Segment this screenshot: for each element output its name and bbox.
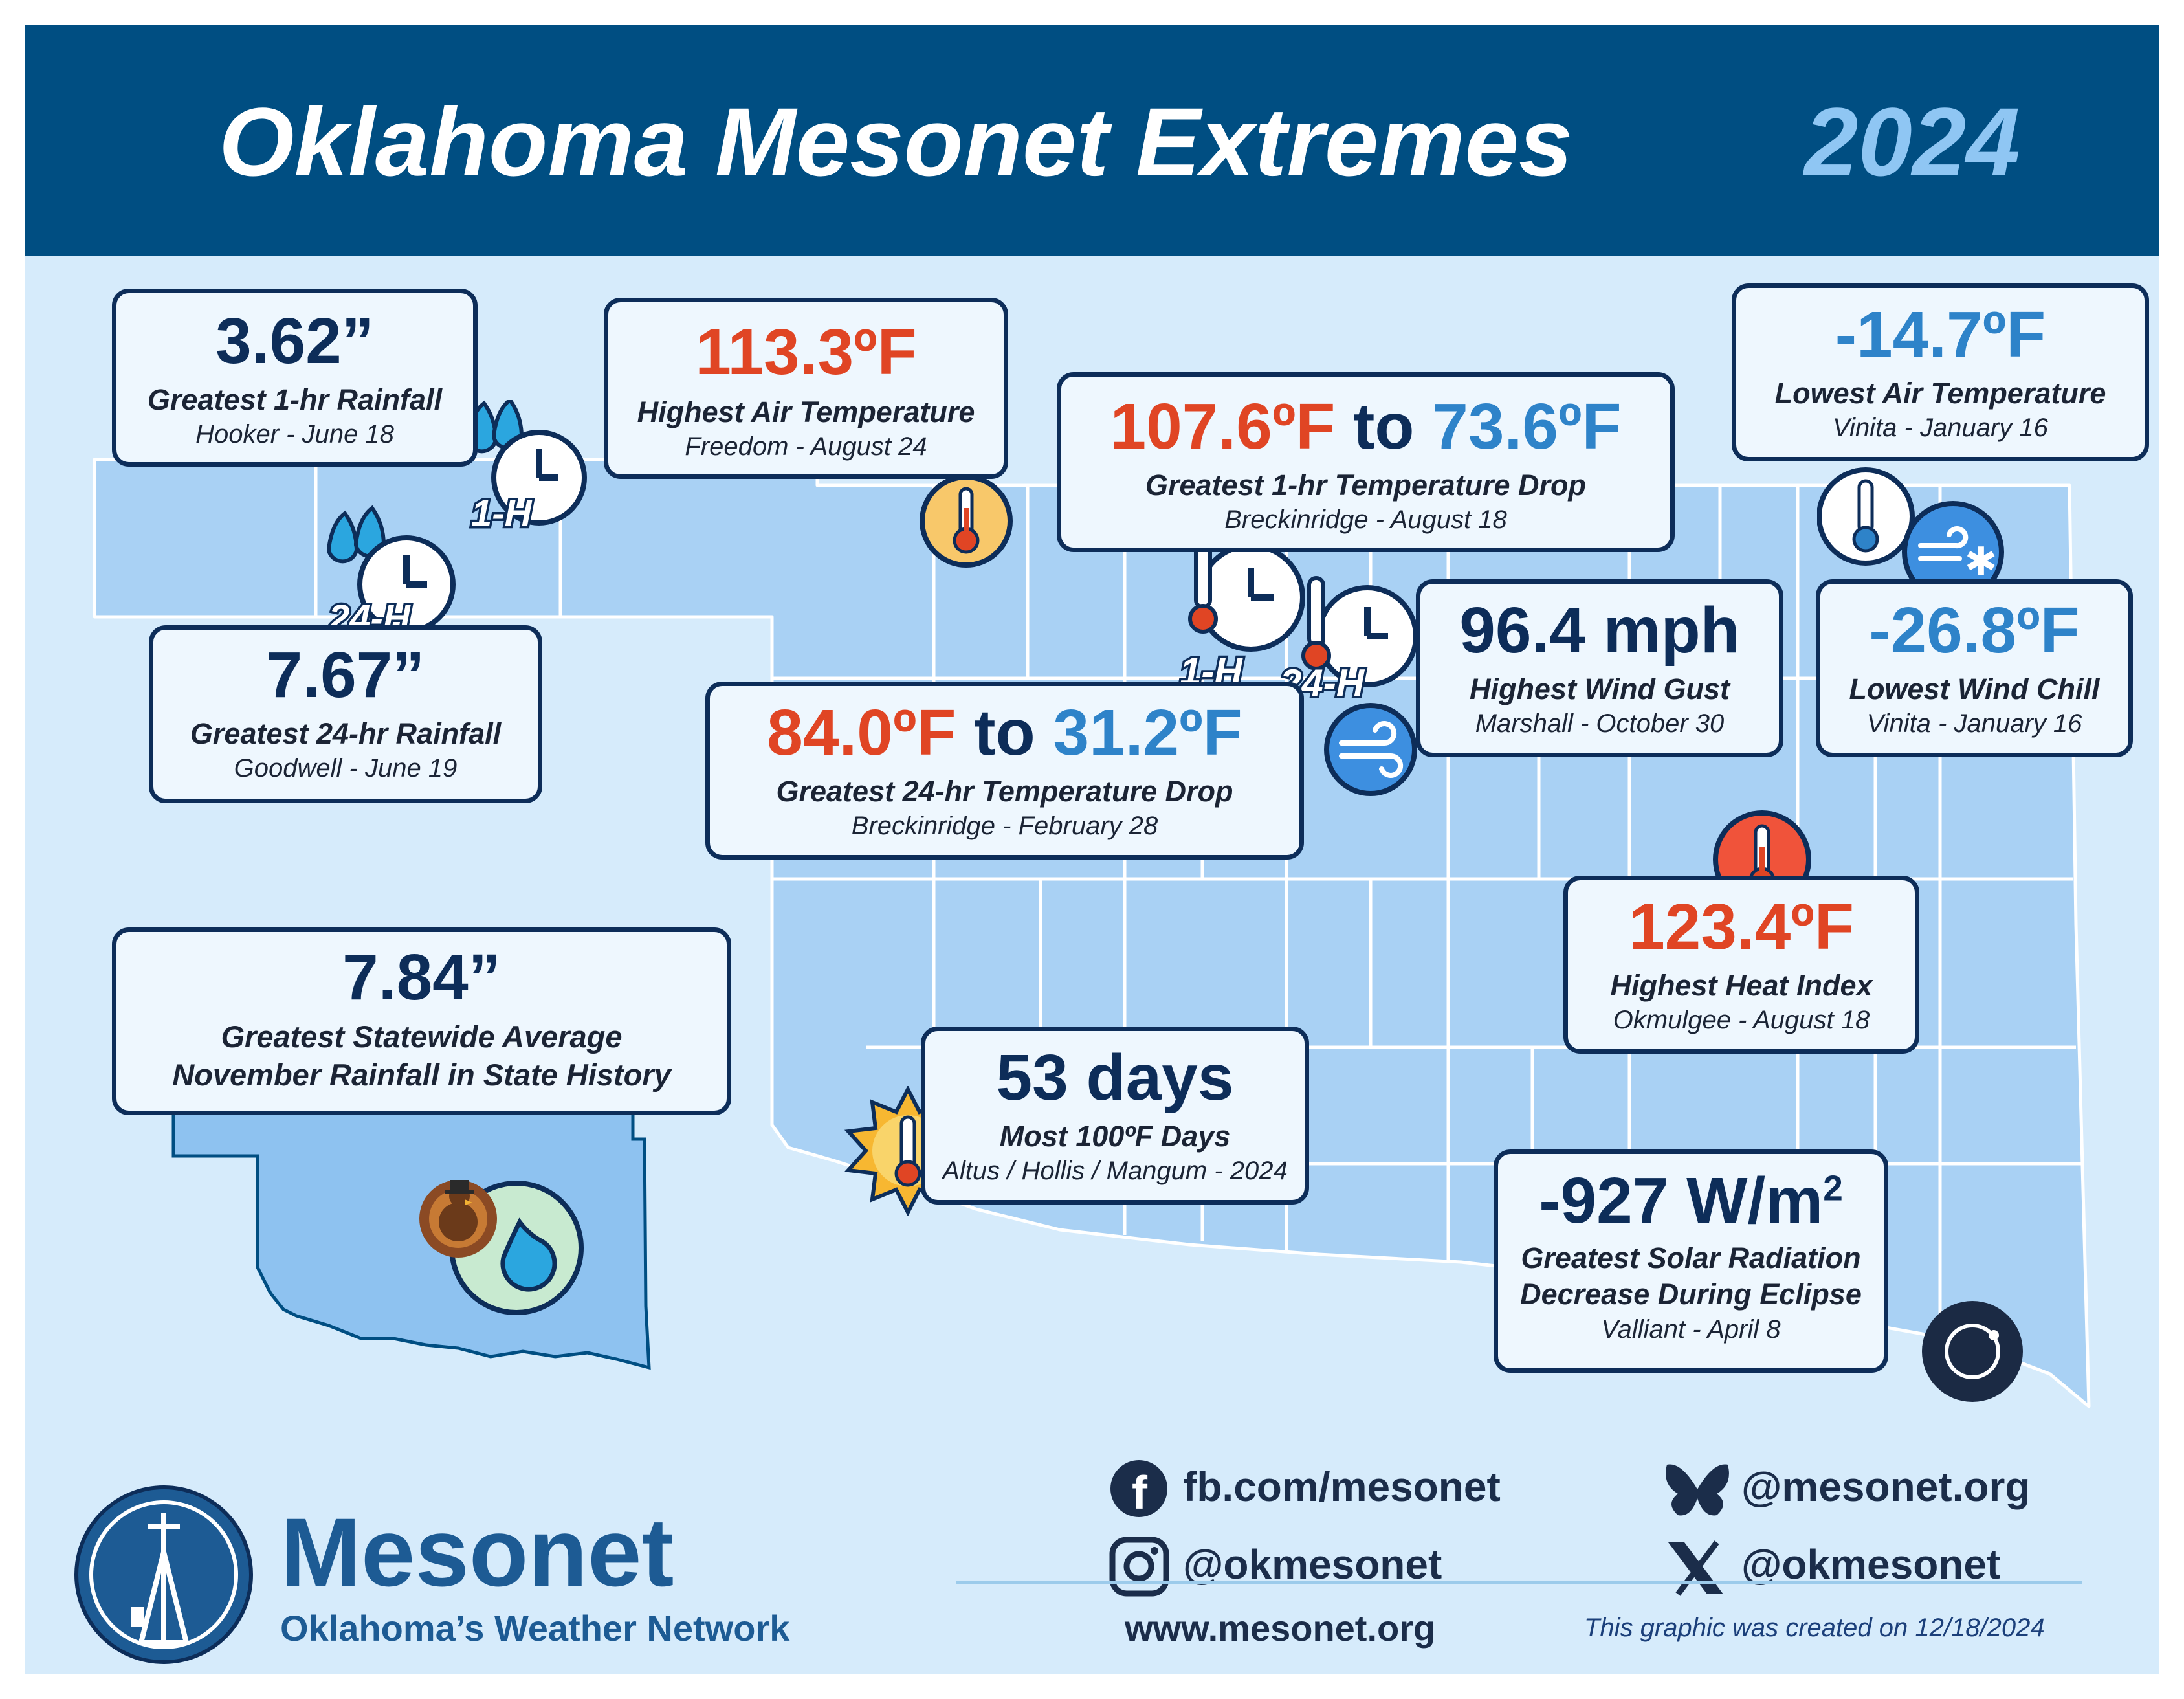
record-station: Vinita - January 16: [1866, 709, 2082, 738]
record-value-superscript: 2: [1823, 1168, 1843, 1208]
drop-from: 107.6ºF: [1110, 390, 1336, 463]
badge-1h: 1-H: [471, 493, 533, 529]
card-24hr-temp-drop: 84.0ºF to 31.2ºF Greatest 24-hr Temperat…: [705, 682, 1304, 860]
x-twitter-icon[interactable]: [1665, 1539, 1726, 1597]
card-greatest-1hr-rainfall: 3.62” Greatest 1-hr Rainfall Hooker - Ju…: [112, 289, 478, 467]
logo-tagline: Oklahoma’s Weather Network: [280, 1608, 790, 1649]
record-station: Breckinridge - August 18: [1224, 505, 1507, 535]
record-value: 7.84”: [342, 941, 501, 1014]
record-station: Marshall - October 30: [1475, 709, 1725, 738]
drop-to: 31.2ºF: [1053, 696, 1242, 769]
record-station: Hooker - June 18: [195, 420, 394, 449]
record-station: Vinita - January 16: [1833, 414, 2048, 443]
record-label: Most 100ºF Days: [999, 1120, 1231, 1153]
drop-to-word: to: [1353, 390, 1415, 463]
created-date-note: This graphic was created on 12/18/2024: [1584, 1614, 2045, 1642]
record-label: Greatest 1-hr Rainfall: [147, 383, 443, 416]
record-label: Greatest 24-hr Temperature Drop: [776, 775, 1233, 808]
record-station: Breckinridge - February 28: [851, 812, 1158, 841]
card-highest-heat-index: 123.4ºF Highest Heat Index Okmulgee - Au…: [1563, 876, 1919, 1054]
record-station: Freedom - August 24: [685, 432, 927, 461]
wind-snow-icon: ✱: [1817, 467, 2004, 603]
card-highest-air-temp: 113.3ºF Highest Air Temperature Freedom …: [604, 298, 1008, 479]
bluesky-link[interactable]: @mesonet.org: [1741, 1463, 2031, 1510]
record-label-line2: Decrease During Eclipse: [1520, 1278, 1862, 1311]
turkey-raindrop-icon: [419, 1180, 584, 1315]
card-1hr-temp-drop: 107.6ºF to 73.6ºF Greatest 1-hr Temperat…: [1057, 372, 1675, 552]
footer-divider: [956, 1581, 2082, 1584]
card-greatest-24hr-rainfall: 7.67” Greatest 24-hr Rainfall Goodwell -…: [149, 625, 542, 803]
record-station: Altus / Hollis / Mangum - 2024: [942, 1157, 1288, 1186]
record-value: -26.8ºF: [1869, 594, 2080, 667]
facebook-icon[interactable]: f: [1109, 1458, 1170, 1520]
logo-wordmark: Mesonet: [280, 1498, 674, 1606]
record-label: Highest Heat Index: [1610, 969, 1873, 1002]
thermometer-icon: [920, 474, 1013, 568]
mesonet-logo-icon: [74, 1485, 253, 1664]
infographic: Oklahoma Mesonet Extremes 2024 1-H 24-H …: [25, 25, 2159, 1674]
record-label: Highest Air Temperature: [637, 395, 975, 428]
svg-text:✱: ✱: [1965, 539, 1997, 584]
record-value: 113.3ºF: [695, 316, 917, 388]
rain-clock-icon: 24-H: [326, 505, 456, 633]
facebook-link[interactable]: fb.com/mesonet: [1183, 1463, 1501, 1510]
record-value: 53 days: [996, 1041, 1234, 1114]
drop-to-word: to: [974, 696, 1035, 769]
rain-clock-icon: 1-H: [466, 400, 587, 529]
record-value: 96.4 mph: [1459, 594, 1740, 667]
bluesky-icon[interactable]: [1662, 1458, 1733, 1520]
card-solar-radiation-eclipse: -927 W/m2 Greatest Solar Radiation Decre…: [1494, 1149, 1888, 1373]
drop-from: 84.0ºF: [767, 696, 956, 769]
record-value: -14.7ºF: [1835, 298, 2046, 371]
eclipse-icon: [1922, 1301, 2023, 1402]
card-lowest-wind-chill: -26.8ºF Lowest Wind Chill Vinita - Janua…: [1816, 579, 2133, 757]
card-highest-wind-gust: 96.4 mph Highest Wind Gust Marshall - Oc…: [1416, 579, 1783, 757]
year-label: 2024: [1804, 87, 2020, 196]
record-value: -927 W/m: [1539, 1164, 1824, 1237]
record-station: Okmulgee - August 18: [1613, 1006, 1870, 1035]
instagram-icon[interactable]: [1109, 1536, 1170, 1597]
record-value: 3.62”: [215, 305, 374, 377]
record-value: 7.67”: [266, 639, 425, 711]
record-value: 123.4ºF: [1629, 891, 1854, 963]
record-label: Highest Wind Gust: [1469, 672, 1730, 705]
svg-text:f: f: [1132, 1467, 1148, 1519]
record-label: Greatest 1-hr Temperature Drop: [1145, 469, 1587, 502]
wind-icon: [1324, 703, 1417, 796]
record-label-line2: November Rainfall in State History: [172, 1057, 671, 1092]
card-most-100-degree-days: 53 days Most 100ºF Days Altus / Hollis /…: [921, 1027, 1309, 1205]
record-label-line1: Greatest Solar Radiation: [1521, 1241, 1861, 1274]
record-label: Lowest Wind Chill: [1849, 672, 2100, 705]
page-title: Oklahoma Mesonet Extremes: [219, 87, 1573, 196]
card-statewide-november-rainfall: 7.84” Greatest Statewide Average Novembe…: [112, 927, 731, 1115]
drop-to: 73.6ºF: [1432, 390, 1622, 463]
record-station: Valliant - April 8: [1601, 1315, 1781, 1344]
card-lowest-air-temp: -14.7ºF Lowest Air Temperature Vinita - …: [1732, 283, 2149, 461]
instagram-link[interactable]: @okmesonet: [1183, 1541, 1442, 1588]
record-station: Goodwell - June 19: [234, 754, 458, 783]
record-label-line1: Greatest Statewide Average: [221, 1019, 623, 1054]
record-label: Lowest Air Temperature: [1774, 377, 2106, 410]
header-banner: Oklahoma Mesonet Extremes 2024: [25, 25, 2159, 256]
x-link[interactable]: @okmesonet: [1741, 1541, 2001, 1588]
record-label: Greatest 24-hr Rainfall: [190, 717, 502, 750]
website-link[interactable]: www.mesonet.org: [1125, 1608, 1436, 1649]
